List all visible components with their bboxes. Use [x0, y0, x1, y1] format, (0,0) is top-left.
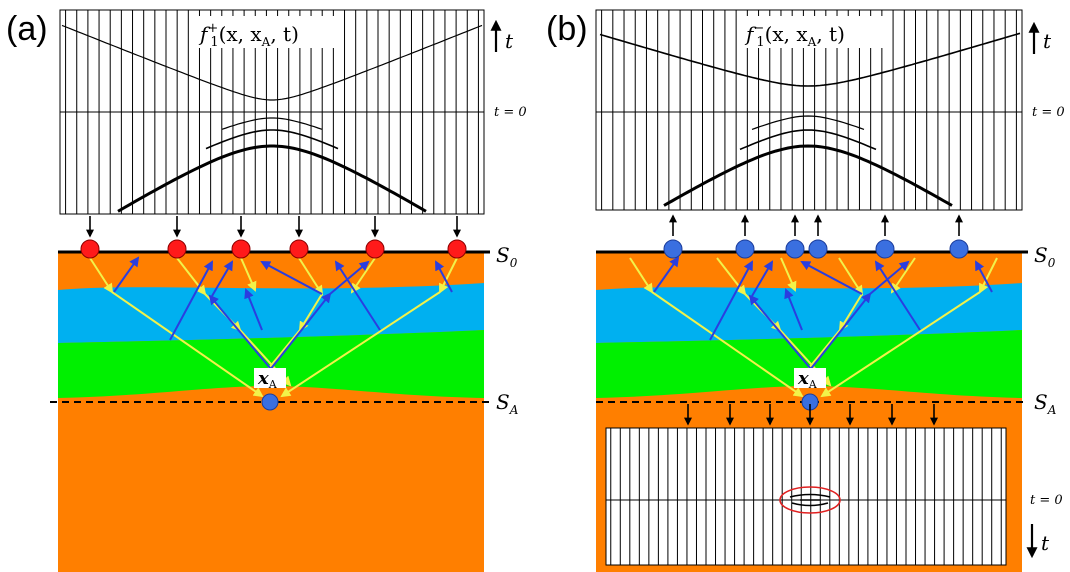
downgoing-ray	[350, 257, 376, 294]
upgoing-ray	[208, 294, 281, 381]
downgoing-ray	[820, 291, 981, 398]
receiver-point	[735, 239, 755, 259]
panel-a-label: (a)	[6, 10, 48, 48]
event-curve	[739, 129, 877, 151]
upgoing-ray	[975, 260, 993, 293]
panel-b-lower-gather-frame	[605, 427, 1007, 566]
panel-a-focal-point	[261, 393, 279, 411]
upgoing-ray	[260, 261, 323, 295]
upgoing-ray	[869, 260, 910, 295]
upgoing-ray	[329, 260, 370, 295]
panel-a-t0-label: t = 0	[494, 105, 527, 120]
event-curve	[205, 129, 339, 150]
panel-a: (a) f+ 1(x, xA, t) t t = 0	[6, 9, 527, 572]
panel-b-rays	[629, 256, 998, 398]
downgoing-ray	[111, 291, 264, 398]
panel-a-focal-label: xA	[257, 368, 278, 391]
upgoing-ray	[113, 256, 140, 293]
event-curve	[751, 115, 865, 130]
event-curve	[599, 32, 1021, 87]
upgoing-ray	[800, 261, 863, 295]
panel-b-wavefield-label: f− 1(x, xA, t)	[744, 21, 845, 50]
receiver-point	[875, 239, 895, 259]
event-curve	[221, 117, 323, 130]
upgoing-ray	[435, 260, 453, 293]
event-curve	[61, 24, 483, 101]
upgoing-ray	[261, 292, 332, 381]
receiver-point	[949, 239, 969, 259]
downgoing-ray	[439, 257, 458, 294]
panel-b-lower-time-axis-label: t	[1041, 531, 1050, 555]
panel-b-events	[599, 32, 1021, 207]
event-curve	[663, 144, 953, 207]
panel-b-lower-focus-event	[789, 493, 831, 507]
upgoing-ray	[211, 260, 234, 297]
source-point	[289, 239, 309, 259]
source-point	[167, 239, 187, 259]
panel-a-depth-label: SA	[496, 390, 519, 417]
panel-b-focal-label-box	[794, 368, 826, 388]
panel-b-t0-label: t = 0	[1032, 105, 1065, 120]
panel-a-time-axis-label: t	[505, 29, 514, 53]
panel-a-events	[61, 24, 483, 213]
panel-b-wavefield-label-box	[740, 16, 890, 48]
panel-a-wavefield-label-box	[194, 16, 344, 48]
upgoing-ray	[751, 260, 774, 297]
downgoing-ray	[629, 257, 654, 294]
downgoing-ray	[979, 257, 998, 294]
panel-a-surface-label: S0	[496, 243, 518, 270]
downgoing-ray	[298, 293, 323, 332]
upgoing-ray	[653, 256, 680, 293]
downgoing-ray	[176, 257, 207, 296]
downgoing-ray	[89, 257, 114, 294]
panel-b-label: (b)	[546, 10, 588, 48]
panel-b-focus-circle	[779, 486, 841, 514]
upgoing-ray	[709, 260, 753, 341]
panel-a-wavefield-label: f+ 1(x, xA, t)	[198, 21, 299, 50]
receiver-point	[785, 239, 805, 259]
panel-b: (b) f− 1(x, xA, t) t t = 0 xA S0 SA	[546, 9, 1065, 572]
downgoing-ray	[240, 257, 257, 292]
upgoing-ray	[334, 260, 381, 331]
downgoing-ray	[890, 257, 916, 294]
source-point	[231, 239, 251, 259]
panel-a-focal-label-box	[254, 368, 286, 388]
panel-a-rays	[89, 256, 458, 398]
panel-b-depth-arrows	[684, 404, 938, 426]
panel-b-lower-gather: t = 0 t	[605, 427, 1063, 566]
upgoing-ray	[169, 260, 213, 341]
upgoing-ray	[244, 288, 263, 331]
panel-a-upper-gather: f+ 1(x, xA, t) t t = 0	[59, 9, 527, 215]
source-point	[80, 239, 100, 259]
panel-b-surface-label: S0	[1034, 243, 1056, 270]
panel-b-focal-label: xA	[797, 368, 818, 391]
downgoing-ray	[780, 257, 797, 292]
panel-b-time-axis-label: t	[1043, 29, 1052, 53]
downgoing-ray	[838, 293, 863, 332]
upgoing-ray	[748, 294, 821, 381]
panel-b-upper-gather: f− 1(x, xA, t) t t = 0	[595, 9, 1065, 211]
panel-b-receivers	[663, 214, 969, 259]
panel-a-earth-model	[50, 250, 490, 572]
panel-b-layer-green	[596, 330, 1022, 398]
source-point	[365, 239, 385, 259]
downgoing-ray	[651, 291, 804, 398]
downgoing-ray	[298, 257, 324, 296]
receiver-point	[808, 239, 828, 259]
upgoing-ray	[784, 288, 803, 331]
event-curve	[117, 144, 427, 213]
panel-b-lower-t0-label: t = 0	[1030, 493, 1063, 508]
downgoing-ray	[838, 257, 864, 296]
source-point	[447, 239, 467, 259]
upgoing-ray	[874, 260, 921, 331]
receiver-point	[663, 239, 683, 259]
downgoing-ray	[716, 257, 747, 296]
upgoing-ray	[801, 292, 872, 381]
panel-b-depth-label: SA	[1034, 390, 1057, 417]
panel-a-sources	[80, 216, 467, 259]
downgoing-ray	[280, 291, 441, 398]
